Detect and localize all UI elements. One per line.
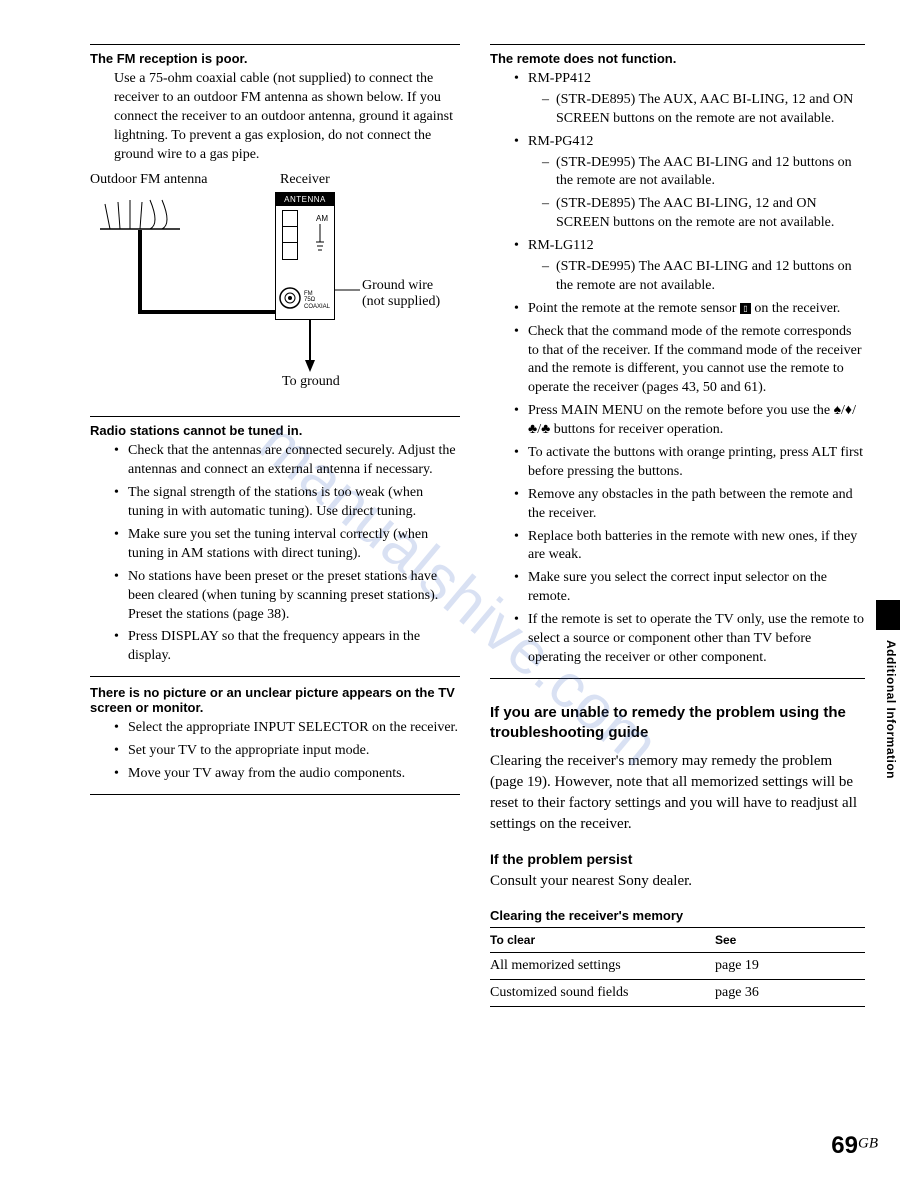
table-cell: Customized sound fields <box>490 980 715 1007</box>
persist-body: Consult your nearest Sony dealer. <box>490 871 865 892</box>
radio-stations-heading: Radio stations cannot be tuned in. <box>90 416 460 438</box>
list-item: (STR-DE995) The AAC BI-LING and 12 butto… <box>542 258 865 296</box>
text-segment: Point the remote at the remote sensor <box>528 301 740 316</box>
right-column: The remote does not function. RM-PP412 (… <box>490 40 865 1007</box>
remote-heading: The remote does not function. <box>490 44 865 66</box>
fm-reception-heading: The FM reception is poor. <box>90 44 460 66</box>
page-number-suffix: GB <box>858 1135 878 1151</box>
page-number: 69GB <box>831 1132 878 1160</box>
list-item: RM-PP412 (STR-DE895) The AUX, AAC BI-LIN… <box>514 70 865 129</box>
list-item: Make sure you set the tuning interval co… <box>114 526 460 564</box>
remote-model: RM-PG412 <box>528 134 593 149</box>
radio-stations-list: Check that the antennas are connected se… <box>90 442 460 677</box>
list-item: Remove any obstacles in the path between… <box>514 486 865 524</box>
list-item: (STR-DE895) The AUX, AAC BI-LING, 12 and… <box>542 91 865 129</box>
list-item: RM-LG112 (STR-DE995) The AAC BI-LING and… <box>514 237 865 296</box>
receiver-box: ANTENNA AM <box>275 192 335 320</box>
am-label: AM <box>316 214 328 223</box>
page-number-value: 69 <box>831 1132 858 1159</box>
fm-coax-label: FM 75Ω COAXIAL <box>304 291 330 311</box>
list-item: Move your TV away from the audio compone… <box>114 765 460 784</box>
table-row: All memorized settings page 19 <box>490 953 865 980</box>
table-row: Customized sound fields page 36 <box>490 980 865 1007</box>
ground-symbol-icon <box>316 224 324 254</box>
list-item: RM-PG412 (STR-DE995) The AAC BI-LING and… <box>514 133 865 233</box>
remote-model: RM-PP412 <box>528 71 591 86</box>
text-segment: on the receiver. <box>751 301 840 316</box>
list-item: The signal strength of the stations is t… <box>114 484 460 522</box>
list-item: Set your TV to the appropriate input mod… <box>114 742 460 761</box>
remedy-body: Clearing the receiver's memory may remed… <box>490 751 865 835</box>
remote-list: RM-PP412 (STR-DE895) The AUX, AAC BI-LIN… <box>490 70 865 607</box>
list-item: Select the appropriate INPUT SELECTOR on… <box>114 719 460 738</box>
list-item: To activate the buttons with orange prin… <box>514 444 865 482</box>
label-ground-wire: Ground wire <box>362 278 433 294</box>
remote-model: RM-LG112 <box>528 238 594 253</box>
list-item: Make sure you select the correct input s… <box>514 569 865 607</box>
label-not-supplied: (not supplied) <box>362 294 440 310</box>
memory-table: To clear See All memorized settings page… <box>490 927 865 1007</box>
table-cell: All memorized settings <box>490 953 715 980</box>
list-item: No stations have been preset or the pres… <box>114 568 460 625</box>
list-item: Point the remote at the remote sensor ▯ … <box>514 300 865 319</box>
coax-connector-icon <box>278 286 302 310</box>
side-section-label: Additional Information <box>884 640 898 779</box>
left-column: The FM reception is poor. Use a 75-ohm c… <box>90 40 460 1007</box>
persist-heading: If the problem persist <box>490 851 865 867</box>
label-to-ground: To ground <box>282 374 340 390</box>
list-item: If the remote is set to operate the TV o… <box>514 611 865 668</box>
no-picture-list: Select the appropriate INPUT SELECTOR on… <box>90 719 460 795</box>
table-cell: page 19 <box>715 953 865 980</box>
remedy-heading: If you are unable to remedy the problem … <box>490 703 865 744</box>
antenna-header: ANTENNA <box>276 193 334 206</box>
list-item: Check that the antennas are connected se… <box>114 442 460 480</box>
no-picture-heading: There is no picture or an unclear pictur… <box>90 685 460 715</box>
list-item: (STR-DE995) The AAC BI-LING and 12 butto… <box>542 154 865 192</box>
table-header: See <box>715 928 865 953</box>
list-item: (STR-DE895) The AAC BI-LING, 12 and ON S… <box>542 195 865 233</box>
list-item: Check that the command mode of the remot… <box>514 323 865 399</box>
list-item: Press MAIN MENU on the remote before you… <box>514 402 865 440</box>
list-item: Replace both batteries in the remote wit… <box>514 528 865 566</box>
table-cell: page 36 <box>715 980 865 1007</box>
antenna-diagram: Outdoor FM antenna Receiver <box>90 172 460 402</box>
remote-sensor-icon: ▯ <box>740 303 751 314</box>
table-header: To clear <box>490 928 715 953</box>
table-heading: Clearing the receiver's memory <box>490 908 865 923</box>
list-item: Press DISPLAY so that the frequency appe… <box>114 628 460 666</box>
side-tab <box>876 600 900 630</box>
remote-list-end: If the remote is set to operate the TV o… <box>490 611 865 679</box>
fm-reception-body: Use a 75-ohm coaxial cable (not supplied… <box>90 70 460 164</box>
two-column-layout: The FM reception is poor. Use a 75-ohm c… <box>90 40 868 1007</box>
